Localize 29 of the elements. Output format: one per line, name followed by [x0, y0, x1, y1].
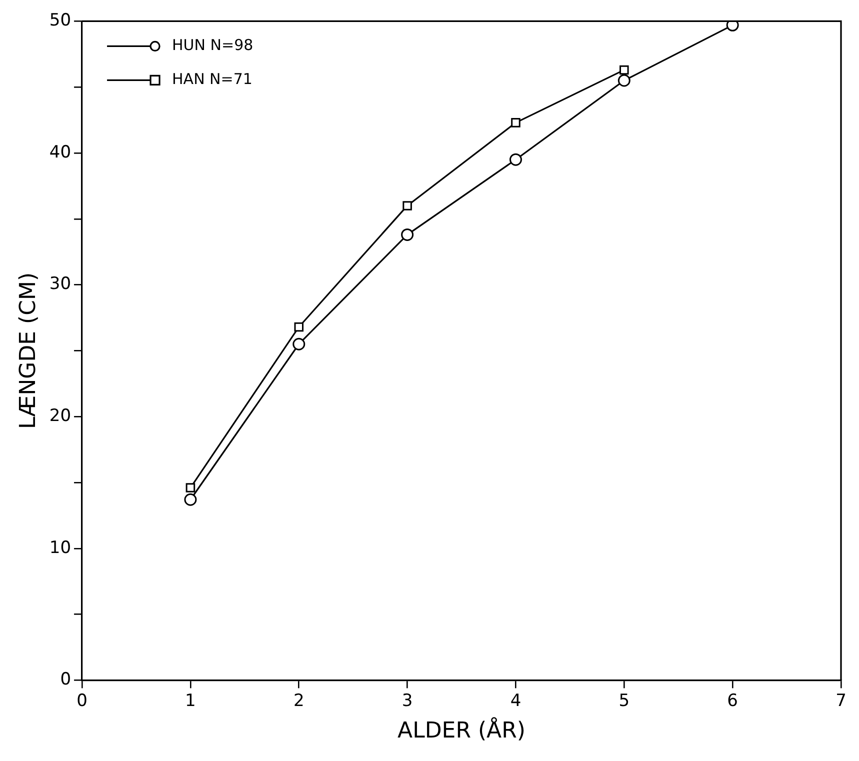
- y-tick-label: 30: [49, 274, 72, 294]
- point: [186, 483, 196, 492]
- x-tick-label: 0: [76, 690, 88, 711]
- point: [509, 153, 522, 166]
- x-tick-label: 6: [727, 690, 738, 711]
- x-axis-title: ALDER (ÅR): [398, 716, 526, 744]
- legend-label: HAN N=71: [172, 70, 252, 88]
- x-tick-label: 7: [836, 690, 846, 711]
- point: [511, 118, 520, 128]
- x-tick-label: 1: [185, 690, 196, 711]
- legend-label: HUN N=98: [172, 36, 254, 54]
- point: [401, 228, 414, 241]
- x-tick-label: 2: [293, 690, 304, 711]
- x-tick-label: 3: [402, 690, 413, 711]
- point: [618, 74, 630, 87]
- point: [184, 493, 197, 506]
- point: [402, 201, 412, 210]
- point: [726, 21, 739, 32]
- x-tick-label: 5: [618, 690, 630, 711]
- y-tick-label: 50: [49, 10, 72, 31]
- x-tick-label: 4: [510, 690, 522, 711]
- y-tick-label: 0: [60, 670, 72, 690]
- y-tick-label: 20: [49, 406, 72, 426]
- y-tick-label: 40: [49, 142, 72, 162]
- point: [292, 338, 306, 350]
- y-tick-label: 10: [49, 538, 72, 558]
- point: [294, 322, 304, 332]
- point: [620, 65, 629, 75]
- y-axis-title: LÆNGDE (CM): [16, 272, 41, 429]
